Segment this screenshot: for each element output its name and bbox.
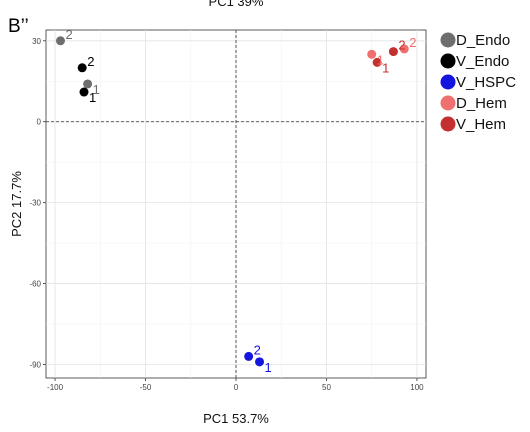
- legend-key: [440, 32, 456, 48]
- x-axis-title: PC1 53.7%: [203, 411, 269, 426]
- data-point: [388, 47, 398, 57]
- data-point: [55, 36, 65, 46]
- data-point: [79, 87, 89, 97]
- point-label: 1: [89, 90, 96, 105]
- y-tick-label: -60: [29, 280, 41, 289]
- legend-key: [440, 95, 456, 111]
- point-label: 1: [382, 60, 389, 75]
- x-tick-label: 100: [410, 383, 424, 392]
- panel-label: B’’: [8, 16, 29, 37]
- data-point: [399, 44, 409, 54]
- y-tick-label: 0: [37, 118, 42, 127]
- point-label: 2: [65, 27, 72, 42]
- x-tick-label: -50: [140, 383, 152, 392]
- legend-key: [440, 74, 456, 90]
- point-label: 1: [93, 82, 100, 97]
- legend-label: D_Hem: [456, 95, 507, 112]
- data-point: [372, 57, 382, 67]
- legend-label: D_Endo: [456, 32, 510, 49]
- point-label: 2: [409, 35, 416, 50]
- point-label: 2: [398, 38, 405, 53]
- data-point: [244, 351, 254, 361]
- y-tick-label: 30: [32, 37, 41, 46]
- data-point: [255, 357, 265, 367]
- zero-lines: [46, 30, 426, 378]
- data-point: [77, 63, 87, 73]
- point-label: 1: [265, 360, 272, 375]
- x-tick-label: 0: [234, 383, 239, 392]
- point-label: 2: [254, 342, 261, 357]
- point-label: 1: [377, 52, 384, 67]
- y-axis-title: PC2 17.7%: [9, 171, 24, 237]
- legend-label: V_HSPC: [456, 74, 516, 91]
- point-label: 2: [87, 54, 94, 69]
- y-tick-label: -30: [29, 199, 41, 208]
- legend-label: V_Hem: [456, 116, 506, 133]
- legend-label: V_Endo: [456, 53, 509, 70]
- y-tick-label: -90: [29, 361, 41, 370]
- legend-key: [440, 116, 456, 132]
- data-points: [55, 36, 409, 367]
- data-point: [367, 49, 377, 59]
- legend: D_Endo V_Endo V_HSPC D_Hem V_Hem: [440, 32, 516, 133]
- y-axis: 30 0 -30 -60 -90: [29, 37, 46, 370]
- data-point: [83, 79, 93, 89]
- top-cut-text: PC1 39%: [209, 0, 264, 9]
- x-tick-label: -100: [47, 383, 64, 392]
- x-tick-label: 50: [322, 383, 331, 392]
- x-axis: -100 -50 0 50 100: [47, 378, 424, 392]
- legend-key: [440, 53, 456, 69]
